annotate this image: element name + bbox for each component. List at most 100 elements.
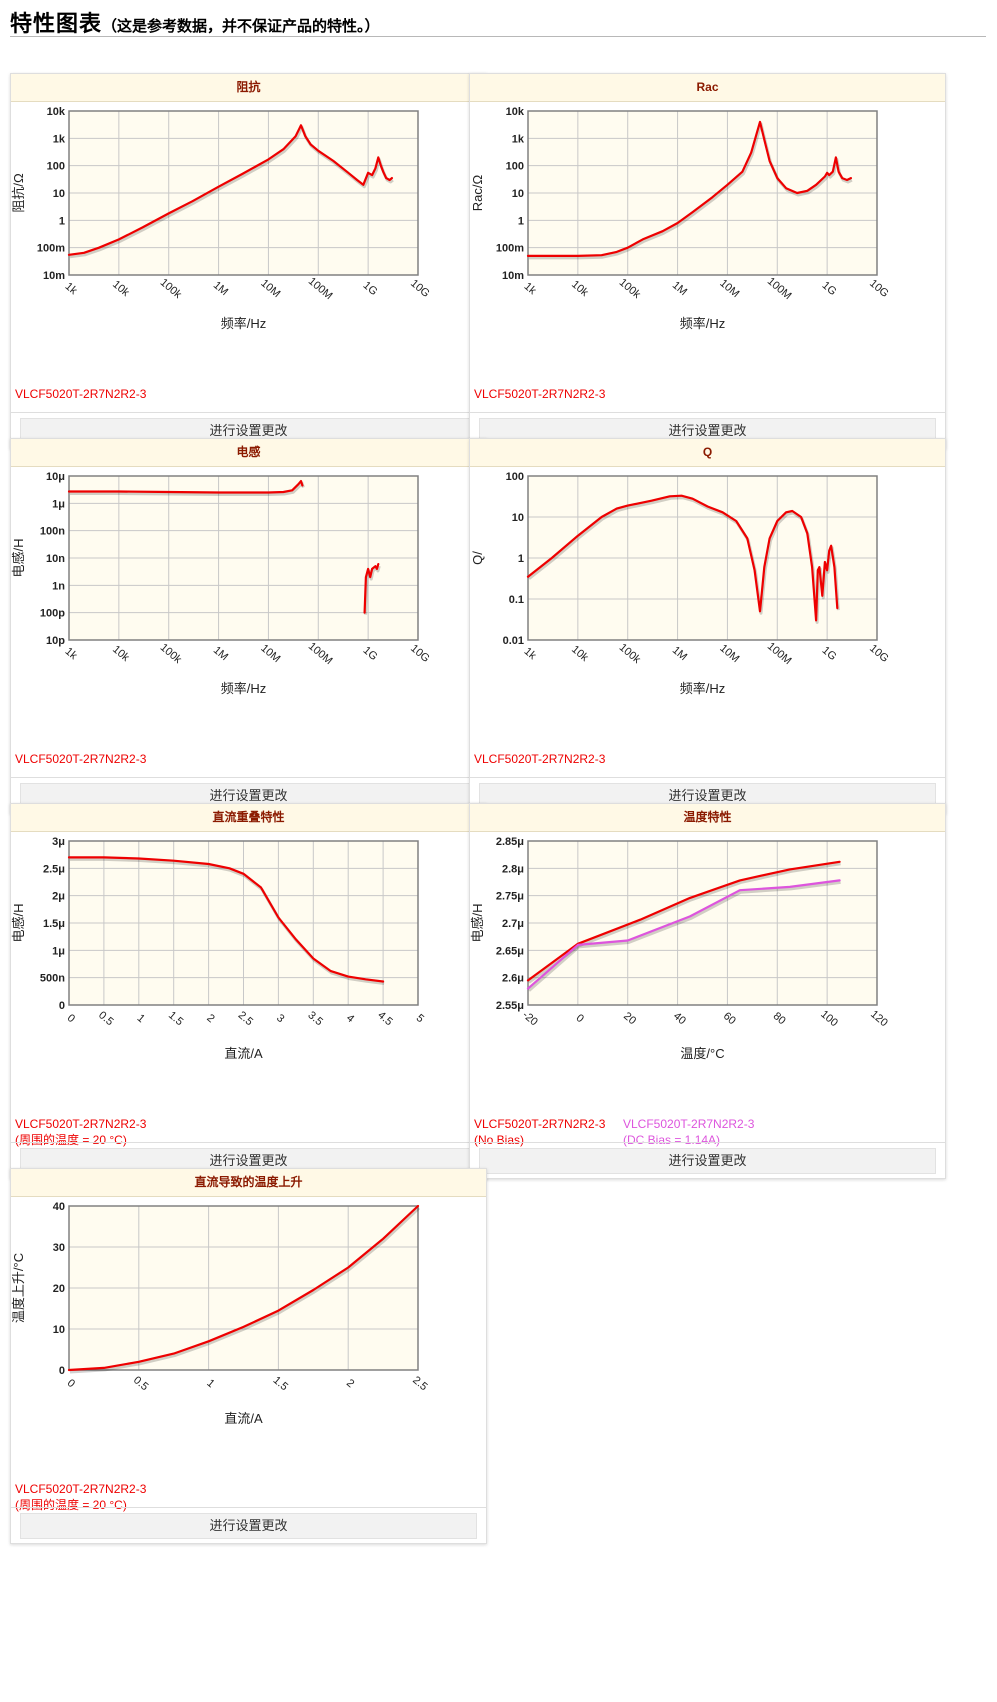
settings-change-button[interactable]: 进行设置更改 — [479, 1148, 936, 1174]
x-axis-label: 频率/Hz — [680, 681, 726, 696]
x-axis-label: 频率/Hz — [221, 681, 267, 696]
y-axis-label: 电感/H — [11, 538, 26, 577]
y-tick-label: 100m — [37, 243, 65, 255]
x-tick-label: 5 — [414, 1012, 426, 1025]
legend-item: VLCF5020T-2R7N2R2-3 (No Bias) — [474, 1117, 606, 1147]
x-tick-label: 10k — [110, 278, 132, 299]
y-tick-label: 2.5μ — [43, 863, 65, 875]
legend: VLCF5020T-2R7N2R2-3 — [15, 386, 150, 402]
x-tick-label: 1.5 — [271, 1374, 290, 1393]
series-line — [67, 480, 304, 494]
y-tick-label: 500n — [40, 973, 65, 985]
y-tick-label: 1k — [512, 133, 525, 145]
chart-panel-inductance: 电感 1k 10k 100k 1M 10M 100M 1G 10G 10p 100p 1n 10n 10… — [10, 438, 487, 814]
chart-q: 1k 10k 100k 1M 10M 100M 1G 10G 0.01 0.1 1 10 100 频率/H… — [470, 471, 891, 696]
x-tick-label: 0.5 — [131, 1374, 150, 1393]
x-tick-label: 3 — [274, 1012, 286, 1025]
chart-title: 温度特性 — [470, 804, 945, 832]
x-tick-label: 2.5 — [410, 1374, 429, 1393]
y-tick-label: 100p — [40, 608, 65, 620]
y-tick-label: 20 — [53, 1283, 65, 1295]
panel-footer: 进行设置更改 — [11, 1507, 486, 1543]
plot-border — [527, 840, 878, 1006]
y-tick-label: 100m — [496, 243, 524, 255]
page-title: 特性图表 — [10, 11, 103, 36]
y-axis-label: 温度上升/°C — [11, 1253, 26, 1323]
x-axis-label: 直流/A — [224, 1411, 263, 1426]
x-tick-label: 80 — [771, 1010, 788, 1027]
series-line — [363, 562, 380, 614]
legend-item: VLCF5020T-2R7N2R2-3(周围的温度 = 20 °C) — [15, 1117, 147, 1147]
x-tick-label: 1M — [670, 279, 689, 298]
series-line — [67, 1204, 420, 1372]
x-axis-label: 频率/Hz — [221, 316, 267, 331]
x-axis-label: 频率/Hz — [680, 316, 726, 331]
series-line-shadow — [69, 1206, 421, 1374]
chart-title: 直流重叠特性 — [11, 804, 486, 832]
x-tick-label: 120 — [868, 1008, 890, 1029]
x-tick-label: 2.5 — [236, 1009, 255, 1028]
x-tick-label: 10k — [569, 278, 591, 299]
y-tick-label: 100n — [40, 526, 65, 538]
chart-panel-impedance: 阻抗 1k 10k 100k 1M 10M 100M 1G 10G 10m 100m 1 10 100 1… — [10, 73, 487, 449]
x-tick-label: 10G — [867, 642, 891, 665]
y-tick-label: 10m — [43, 270, 65, 282]
series-line — [526, 879, 841, 990]
legend: VLCF5020T-2R7N2R2-3 — [15, 751, 150, 767]
page-subtitle: （这是参考数据，并不保证产品的特性。） — [102, 18, 380, 35]
y-tick-label: 100 — [506, 161, 524, 173]
y-tick-label: 10m — [502, 270, 524, 282]
x-tick-label: 1G — [820, 279, 839, 298]
x-tick-label: 10M — [258, 277, 282, 300]
y-axis-label: 电感/H — [11, 903, 26, 942]
y-tick-label: 10 — [53, 1324, 65, 1336]
x-tick-label: 20 — [621, 1010, 638, 1027]
y-tick-label: 10μ — [46, 471, 65, 483]
x-tick-label: 10G — [867, 277, 891, 300]
y-tick-label: 1k — [53, 133, 66, 145]
y-tick-label: 40 — [53, 1201, 65, 1213]
legend: VLCF5020T-2R7N2R2-3 — [474, 386, 609, 402]
y-tick-label: 0 — [59, 1000, 65, 1012]
x-tick-label: 0 — [65, 1012, 77, 1025]
x-tick-label: 10k — [110, 643, 132, 664]
y-tick-label: 2.6μ — [502, 973, 524, 985]
x-tick-label: 10k — [569, 643, 591, 664]
legend-item: VLCF5020T-2R7N2R2-3(DC Bias = 1.14A) — [623, 1117, 755, 1147]
y-tick-label: 1μ — [52, 498, 65, 510]
y-axis-label: 电感/H — [470, 903, 485, 942]
x-tick-label: 100M — [765, 275, 794, 302]
series-line — [526, 494, 839, 622]
chart-dc-bias: 0 0.5 1 1.5 2 2.5 3 3.5 4 4.5 5 0 500n 1μ 1.5μ 2μ 2.5μ 3μ… — [11, 836, 426, 1061]
x-tick-label: 1k — [63, 645, 80, 662]
x-tick-label: 1 — [135, 1012, 147, 1025]
y-tick-label: 10k — [506, 106, 525, 118]
x-tick-label: 1G — [361, 279, 380, 298]
legend: VLCF5020T-2R7N2R2-3 — [474, 751, 609, 767]
x-tick-label: 10M — [258, 642, 282, 665]
x-tick-label: 10M — [717, 277, 741, 300]
plot-border — [68, 110, 419, 276]
chart-title: 阻抗 — [11, 74, 486, 102]
chart-panel-q: Q 1k 10k 100k 1M 10M 100M 1G 10G 0.01 0.1 1 10 100 频率… — [469, 438, 946, 814]
y-tick-label: 10p — [46, 635, 65, 647]
y-tick-label: 0.01 — [503, 635, 524, 647]
panel-footer: 进行设置更改 — [470, 1142, 945, 1178]
chart-inductance: 1k 10k 100k 1M 10M 100M 1G 10G 10p 100p 1n 10n 100n 1… — [11, 471, 432, 696]
x-tick-label: 4 — [344, 1012, 356, 1025]
settings-change-button[interactable]: 进行设置更改 — [20, 1513, 477, 1539]
series-line-shadow — [528, 880, 841, 992]
chart-impedance: 1k 10k 100k 1M 10M 100M 1G 10G 10m 100m 1 10 100 1k 10… — [11, 106, 432, 331]
y-tick-label: 2.75μ — [496, 891, 524, 903]
x-tick-label: 40 — [671, 1010, 688, 1027]
x-tick-label: 3.5 — [306, 1009, 325, 1028]
y-tick-label: 100 — [506, 471, 524, 483]
legend: VLCF5020T-2R7N2R2-3(周围的温度 = 20 °C) — [15, 1481, 150, 1513]
chart-temp-rise: 0 0.5 1 1.5 2 2.5 0 10 20 30 40 直流/A 温度上升/°C — [11, 1201, 430, 1426]
series-line — [67, 856, 385, 983]
plot-border — [527, 475, 878, 641]
y-tick-label: 10 — [512, 512, 524, 524]
y-tick-label: 1 — [518, 553, 524, 565]
chart-rac: 1k 10k 100k 1M 10M 100M 1G 10G 10m 100m 1 10 100 1k 10… — [470, 106, 891, 331]
y-tick-label: 2.65μ — [496, 945, 524, 957]
